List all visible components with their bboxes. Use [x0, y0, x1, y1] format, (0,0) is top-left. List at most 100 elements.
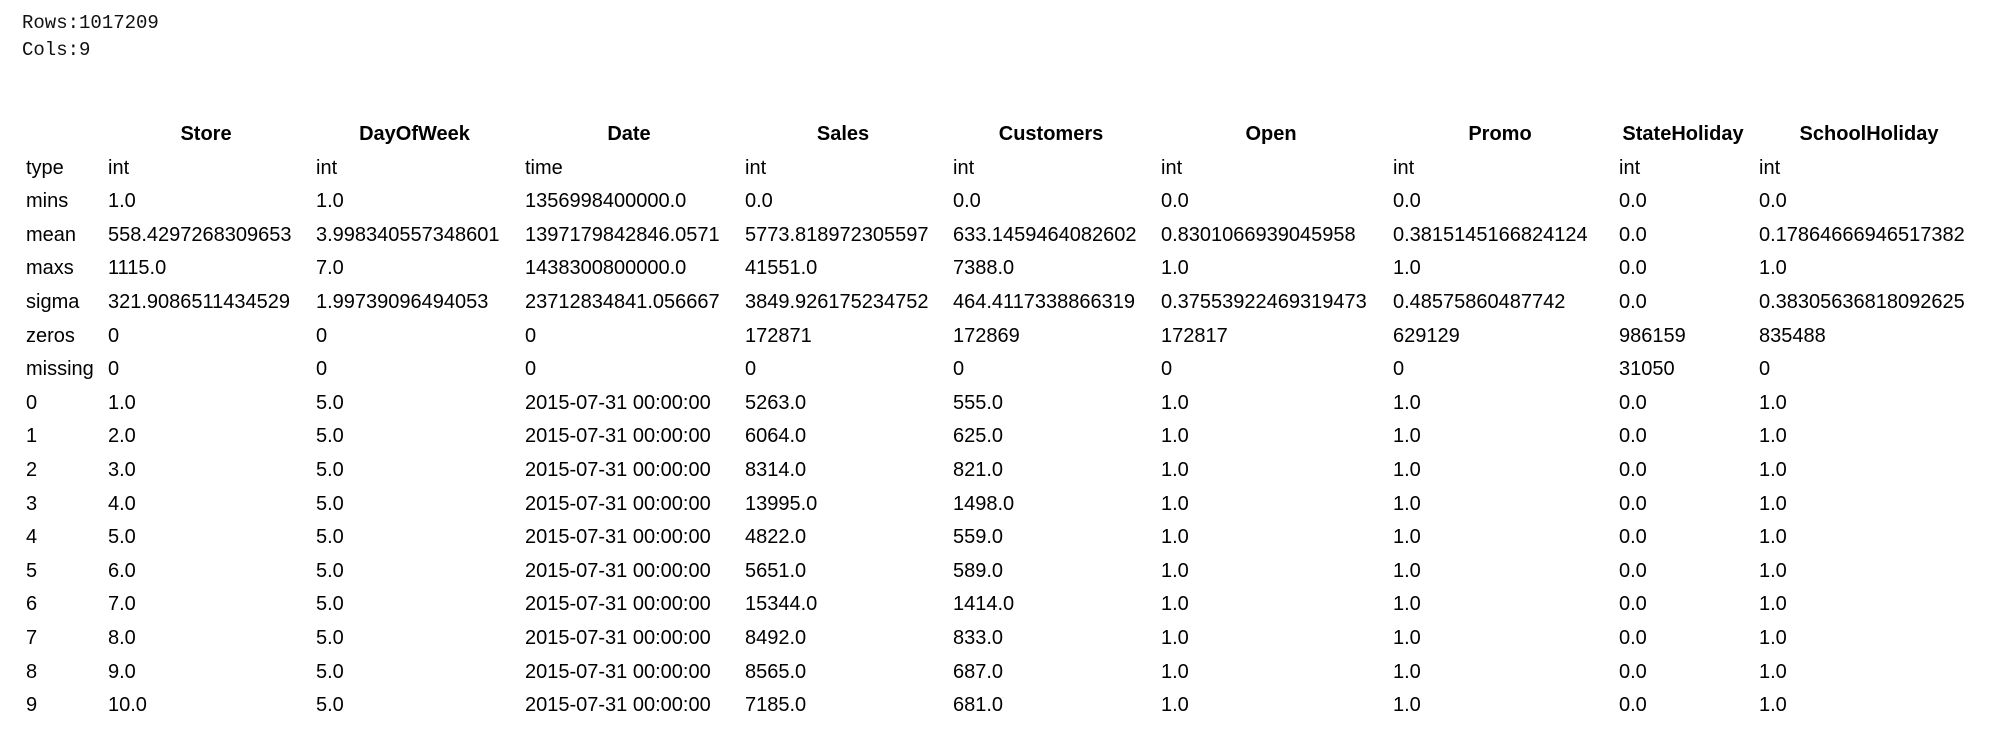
table-cell: int [1759, 156, 1781, 179]
table-cell: 0.0 [1619, 190, 1647, 213]
table-row: mean 558.4297268309653 3.998340557348601 13… [20, 219, 1985, 253]
table-cell: 0 [1393, 358, 1405, 381]
table-cell: 1498.0 [953, 492, 1015, 515]
table-cell: 1115.0 [108, 257, 167, 280]
row-count-text: Rows:1017209 [22, 12, 159, 34]
table-cell: 5.0 [316, 626, 344, 649]
table-cell: int [316, 156, 338, 179]
table-cell: 2015-07-31 00:00:00 [525, 425, 711, 448]
table-cell: 0.0 [1619, 660, 1647, 683]
table-cell: 821.0 [953, 458, 1004, 481]
table-cell: 2015-07-31 00:00:00 [525, 526, 711, 549]
table-row: missing 0 0 0 0 0 0 0 31050 0 [20, 353, 1985, 387]
table-cell: int [745, 156, 767, 179]
table-row: mins 1.0 1.0 1356998400000.0 0.0 0.0 0.0 0.0 0.0… [20, 185, 1985, 219]
table-cell: 1.0 [1759, 425, 1787, 448]
table-row: 0 1.0 5.0 2015-07-31 00:00:00 5263.0 555.0 1.0… [20, 387, 1985, 421]
table-cell: 5.0 [108, 526, 136, 549]
table-cell: 5651.0 [745, 559, 807, 582]
table-cell: 0.0 [1619, 593, 1647, 616]
table-cell: 559.0 [953, 526, 1004, 549]
table-cell: 5773.818972305597 [745, 223, 929, 246]
table-cell: 1.0 [1161, 526, 1189, 549]
dataframe-summary-table: Store DayOfWeek Date Sales Customers Ope… [20, 118, 1985, 723]
table-cell: 1.0 [1759, 694, 1787, 717]
table-cell: 0 [108, 324, 120, 347]
table-cell: 1.0 [1393, 425, 1421, 448]
table-cell: 0.3815145166824124 [1393, 223, 1588, 246]
table-cell: 0.37553922469319473 [1161, 290, 1367, 313]
table-cell: 558.4297268309653 [108, 223, 292, 246]
column-header: Sales [816, 123, 870, 145]
table-cell: 3.998340557348601 [316, 223, 500, 246]
table-cell: 0 [1759, 358, 1771, 381]
table-cell: 0.48575860487742 [1393, 290, 1566, 313]
table-cell: 172817 [1161, 324, 1228, 347]
table-cell: 687.0 [953, 660, 1004, 683]
table-cell: 1.0 [1161, 694, 1189, 717]
row-label: sigma [26, 290, 80, 313]
table-cell: 0.0 [1759, 190, 1787, 213]
table-cell: 986159 [1619, 324, 1686, 347]
table-cell: 0 [1161, 358, 1173, 381]
table-cell: 0.0 [1619, 492, 1647, 515]
table-cell: 5.0 [316, 458, 344, 481]
table-cell: 2015-07-31 00:00:00 [525, 626, 711, 649]
table-cell: 1.0 [1759, 626, 1787, 649]
column-header: Date [607, 123, 651, 145]
table-cell: 833.0 [953, 626, 1004, 649]
table-row: type int int time int int int int int int [20, 152, 1985, 186]
table-cell: 4.0 [108, 492, 136, 515]
table-cell: 1.0 [1759, 559, 1787, 582]
row-label: 7 [26, 626, 38, 649]
row-label: 4 [26, 526, 38, 549]
table-cell: 0 [316, 324, 328, 347]
table-cell: 172871 [745, 324, 812, 347]
table-cell: 1.0 [1161, 492, 1189, 515]
table-row: 8 9.0 5.0 2015-07-31 00:00:00 8565.0 687.0 1.0… [20, 656, 1985, 690]
table-cell: 1.0 [1393, 391, 1421, 414]
table-cell: 0.0 [1619, 223, 1647, 246]
table-row: zeros 0 0 0 172871 172869 172817 629129 986159 83… [20, 320, 1985, 354]
table-cell: 1.0 [1393, 492, 1421, 515]
table-cell: 1.0 [1393, 458, 1421, 481]
table-cell: 0.0 [1619, 694, 1647, 717]
row-label: mean [26, 223, 77, 246]
table-cell: 5.0 [316, 593, 344, 616]
table-cell: 1.0 [1161, 425, 1189, 448]
column-header: DayOfWeek [359, 123, 470, 145]
table-cell: 835488 [1759, 324, 1826, 347]
column-header: Store [180, 123, 232, 145]
table-cell: 1356998400000.0 [525, 190, 687, 213]
table-cell: 0.8301066939045958 [1161, 223, 1356, 246]
table-cell: 5.0 [316, 694, 344, 717]
table-cell: 10.0 [108, 694, 147, 717]
row-label: type [26, 156, 64, 179]
table-cell: time [525, 156, 563, 179]
table-cell: 2.0 [108, 425, 136, 448]
table-row: 5 6.0 5.0 2015-07-31 00:00:00 5651.0 589.0 1.0… [20, 555, 1985, 589]
table-cell: 5263.0 [745, 391, 807, 414]
table-cell: 1.0 [1759, 593, 1787, 616]
table-cell: 321.9086511434529 [108, 290, 291, 313]
row-label: mins [26, 190, 69, 213]
table-cell: 1.0 [1393, 593, 1421, 616]
row-label: missing [26, 358, 94, 381]
row-label: 8 [26, 660, 38, 683]
row-label: 2 [26, 458, 38, 481]
table-cell: 7.0 [316, 257, 344, 280]
table-cell: 0.0 [1619, 526, 1647, 549]
table-cell: 0 [316, 358, 328, 381]
table-cell: 0.0 [1619, 626, 1647, 649]
table-cell: 2015-07-31 00:00:00 [525, 391, 711, 414]
table-cell: 1.0 [1161, 391, 1189, 414]
table-cell: 1.0 [1161, 626, 1189, 649]
table-cell: 0 [953, 358, 965, 381]
table-cell: 1.0 [1759, 257, 1787, 280]
table-cell: 3.0 [108, 458, 136, 481]
table-cell: 0.0 [745, 190, 773, 213]
table-row: sigma 321.9086511434529 1.99739096494053 23… [20, 286, 1985, 320]
table-cell: 8492.0 [745, 626, 807, 649]
table-cell: 681.0 [953, 694, 1004, 717]
table-cell: int [1619, 156, 1641, 179]
